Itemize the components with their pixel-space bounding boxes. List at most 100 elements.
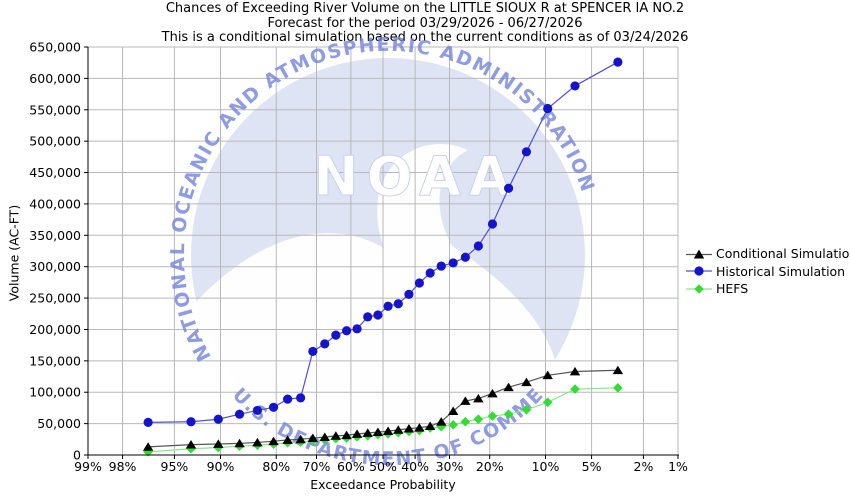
x-tick-label: 20% bbox=[476, 459, 504, 474]
data-point bbox=[542, 370, 553, 380]
chart-subtitle2: This is a conditional simulation based o… bbox=[161, 30, 689, 46]
legend-label-historical-simulation: Historical Simulation bbox=[716, 263, 846, 279]
data-point bbox=[372, 427, 384, 436]
x-tick-label: 60% bbox=[337, 459, 365, 474]
data-point bbox=[341, 326, 352, 336]
data-point bbox=[460, 416, 471, 427]
y-tick-label: 550,000 bbox=[29, 102, 81, 117]
data-point bbox=[393, 425, 404, 434]
data-point bbox=[252, 405, 263, 416]
data-point bbox=[425, 268, 435, 278]
y-tick-label: 200,000 bbox=[29, 322, 81, 337]
data-point bbox=[308, 346, 318, 357]
data-point bbox=[487, 411, 498, 421]
x-tick-label: 30% bbox=[436, 459, 464, 474]
data-point bbox=[403, 424, 415, 433]
y-tick-label: 150,000 bbox=[29, 353, 81, 368]
x-tick-label: 99% bbox=[74, 459, 102, 474]
y-tick-label: 400,000 bbox=[29, 196, 81, 211]
data-point bbox=[448, 258, 458, 268]
legend-item-hefs: HEFS bbox=[686, 280, 850, 298]
legend-item-conditional-simulation: Conditional Simulation bbox=[686, 245, 850, 263]
data-point bbox=[186, 443, 196, 454]
data-point bbox=[373, 310, 383, 320]
y-tick-label: 100,000 bbox=[29, 385, 81, 400]
data-point bbox=[404, 289, 414, 299]
x-axis-label: Exceedance Probability bbox=[310, 477, 456, 492]
data-point bbox=[393, 299, 403, 309]
data-point bbox=[143, 447, 153, 457]
x-tick-label: 98% bbox=[109, 459, 137, 474]
legend-item-historical-simulation: Historical Simulation bbox=[686, 263, 850, 281]
data-point bbox=[296, 393, 306, 403]
axes bbox=[84, 46, 679, 459]
data-point bbox=[234, 409, 245, 419]
data-point bbox=[414, 278, 425, 288]
data-point bbox=[613, 57, 623, 67]
data-point bbox=[460, 396, 471, 405]
data-point bbox=[341, 430, 352, 440]
data-point bbox=[487, 388, 498, 398]
y-tick-label: 250,000 bbox=[29, 291, 81, 306]
data-point bbox=[521, 377, 532, 387]
data-point bbox=[503, 409, 514, 419]
data-point bbox=[186, 417, 196, 427]
series-historical-simulation bbox=[143, 57, 623, 427]
data-point bbox=[503, 382, 514, 392]
legend-label-hefs: HEFS bbox=[716, 281, 749, 297]
data-point bbox=[447, 406, 459, 415]
data-point bbox=[142, 442, 154, 451]
data-point bbox=[331, 330, 341, 340]
x-tick-label: 40% bbox=[401, 459, 429, 474]
data-point bbox=[268, 436, 279, 446]
triangle-marker-icon bbox=[686, 249, 712, 259]
data-point bbox=[570, 81, 580, 91]
y-tick-label: 450,000 bbox=[29, 165, 81, 180]
data-point bbox=[351, 429, 363, 438]
data-point bbox=[414, 423, 425, 432]
noaa-acronym: NOAA bbox=[313, 145, 518, 208]
y-tick-label: 50,000 bbox=[37, 416, 81, 431]
y-tick-label: 500,000 bbox=[29, 134, 81, 149]
data-point bbox=[382, 426, 394, 436]
y-tick-label: 350,000 bbox=[29, 228, 81, 243]
data-point bbox=[543, 103, 553, 114]
chart-titles: Chances of Exceeding River Volume on the… bbox=[0, 1, 850, 46]
noaa-watermark bbox=[191, 58, 585, 457]
data-point bbox=[613, 383, 623, 393]
data-point bbox=[282, 435, 293, 444]
data-point bbox=[352, 324, 362, 334]
chart-title: Chances of Exceeding River Volume on the… bbox=[165, 1, 685, 16]
data-point bbox=[330, 431, 342, 440]
gridlines bbox=[87, 46, 679, 456]
x-tick-label: 70% bbox=[303, 459, 331, 474]
y-tick-label: 650,000 bbox=[29, 40, 81, 55]
data-point bbox=[424, 421, 436, 431]
data-point bbox=[234, 438, 245, 448]
y-tick-label: 600,000 bbox=[29, 71, 81, 86]
data-point bbox=[612, 365, 624, 375]
y-tick-label: 300,000 bbox=[29, 259, 81, 274]
data-point bbox=[143, 417, 153, 427]
data-point bbox=[268, 402, 279, 412]
data-point bbox=[503, 183, 514, 193]
data-point bbox=[473, 393, 484, 403]
diamond-marker-icon bbox=[686, 283, 712, 294]
data-point bbox=[320, 339, 330, 349]
data-point bbox=[252, 437, 263, 447]
series-conditional-simulation bbox=[142, 365, 624, 451]
circle-marker-icon bbox=[686, 266, 712, 276]
data-point bbox=[295, 434, 306, 444]
x-tick-label: 2% bbox=[634, 459, 654, 474]
data-point bbox=[362, 428, 373, 437]
x-tick-label: 10% bbox=[532, 459, 560, 474]
data-point bbox=[185, 440, 197, 449]
x-tick-label: 95% bbox=[161, 459, 189, 474]
data-point bbox=[319, 432, 330, 442]
data-point bbox=[448, 420, 458, 430]
legend-label-conditional-simulation: Conditional Simulation bbox=[716, 246, 850, 262]
x-tick-label: 80% bbox=[262, 459, 290, 474]
data-point bbox=[473, 241, 483, 251]
data-point bbox=[473, 414, 484, 425]
